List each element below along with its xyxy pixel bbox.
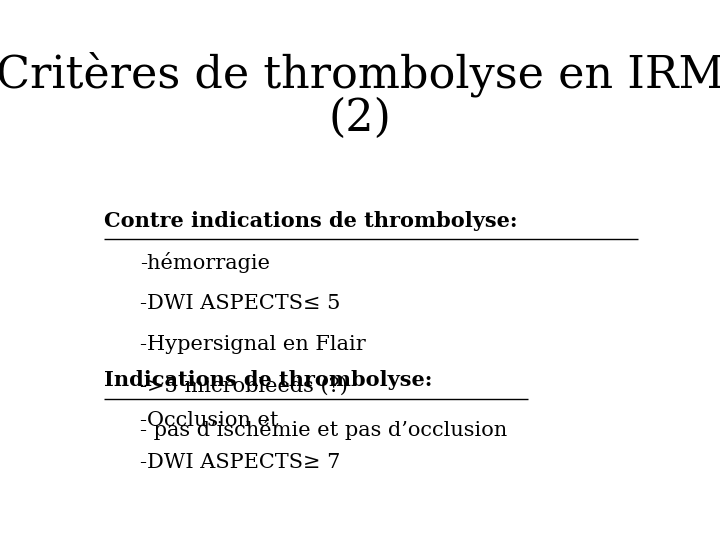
Text: Critères de thrombolyse en IRM: Critères de thrombolyse en IRM (0, 51, 720, 97)
Text: Indications de thrombolyse:: Indications de thrombolyse: (104, 370, 433, 390)
Text: -hémorragie: -hémorragie (140, 252, 271, 273)
Text: Contre indications de thrombolyse:: Contre indications de thrombolyse: (104, 211, 518, 231)
Text: (2): (2) (328, 97, 392, 140)
Text: -Hypersignal en Flair: -Hypersignal en Flair (140, 335, 366, 354)
Text: - pas d’ischémie et pas d’occlusion: - pas d’ischémie et pas d’occlusion (140, 418, 508, 440)
Text: ->5 microbleeds (?): ->5 microbleeds (?) (140, 377, 348, 396)
Text: -DWI ASPECTS≥ 7: -DWI ASPECTS≥ 7 (140, 453, 341, 472)
Text: -DWI ASPECTS≤ 5: -DWI ASPECTS≤ 5 (140, 294, 341, 313)
Text: -Occlusion et: -Occlusion et (140, 411, 279, 430)
